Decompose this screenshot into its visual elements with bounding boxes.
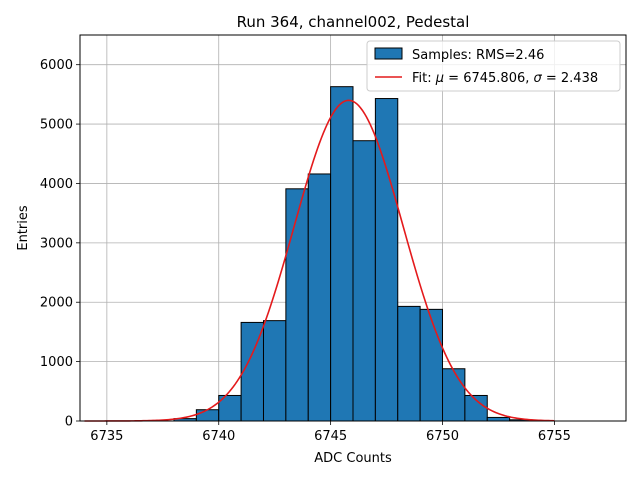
legend-samples-label: Samples: RMS=2.46 <box>412 48 544 63</box>
histogram-bar <box>307 173 332 422</box>
x-tick-label: 6750 <box>426 429 459 444</box>
histogram-bar <box>240 321 264 422</box>
histogram-bar <box>397 305 421 422</box>
legend-fit-mu-symbol: μ <box>435 71 444 86</box>
legend-fit-mu-value: = 6745.806, <box>444 71 533 86</box>
legend-box <box>366 40 621 92</box>
y-axis-label: Entries <box>16 205 31 251</box>
y-tick-label: 2000 <box>40 296 73 311</box>
axis-ticks: 6735 6740 6745 6750 6755 0 1000 2000 3000 4000 500… <box>40 58 571 444</box>
x-tick-label: 6745 <box>314 429 347 444</box>
histogram-bar <box>262 320 287 422</box>
x-tick-label: 6735 <box>90 429 123 444</box>
legend: Samples: RMS=2.46 Fit: μ = 6745.806, σ =… <box>366 40 621 92</box>
plot-frame <box>79 34 627 422</box>
x-tick-label: 6755 <box>538 429 571 444</box>
histogram-bar <box>419 308 444 422</box>
y-tick-label: 4000 <box>40 177 73 192</box>
chart-title: Run 364, channel002, Pedestal <box>237 13 470 31</box>
histogram-bar <box>352 140 376 422</box>
y-tick-label: 1000 <box>40 355 73 370</box>
legend-fit-label: Fit: μ = 6745.806, σ = 2.438 <box>412 71 598 86</box>
x-axis-label: ADC Counts <box>314 451 392 466</box>
histogram-bar <box>195 409 220 422</box>
legend-samples-swatch <box>374 47 403 60</box>
y-tick-label: 0 <box>65 415 73 430</box>
histogram-bars <box>173 86 533 422</box>
histogram-bar <box>442 368 466 422</box>
histogram-bar <box>486 416 511 422</box>
y-tick-label: 5000 <box>40 118 73 133</box>
y-tick-label: 6000 <box>40 58 73 73</box>
histogram-bar <box>330 86 354 422</box>
fit-curve <box>84 99 555 422</box>
x-tick-label: 6740 <box>202 429 235 444</box>
legend-fit-sigma-value: = 2.438 <box>542 71 598 86</box>
legend-fit-sigma-symbol: σ <box>534 71 543 86</box>
y-tick-label: 3000 <box>40 236 73 251</box>
legend-fit-prefix: Fit: <box>412 71 436 86</box>
histogram-bar <box>285 188 309 422</box>
